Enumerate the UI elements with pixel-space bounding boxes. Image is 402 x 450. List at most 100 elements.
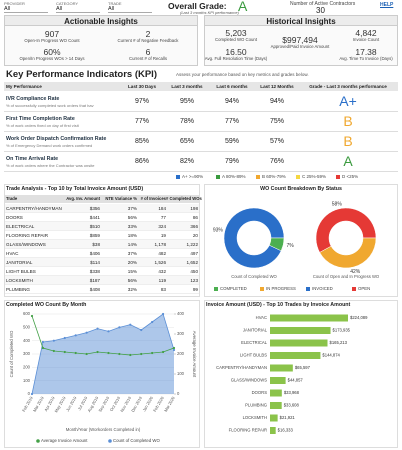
kpi-value: 86%: [134, 158, 149, 165]
trade-cell: HVAC: [6, 251, 19, 256]
trade-cell: 1,526: [154, 260, 167, 265]
trade-row: [5, 231, 199, 240]
bar-value-label: $33,968: [284, 390, 300, 395]
point: [52, 349, 55, 353]
pie-slice: [315, 207, 377, 253]
chart-panel: [204, 184, 398, 297]
insight-value: 4,842: [355, 28, 377, 38]
legend-label: B 60%-79%: [262, 174, 286, 179]
legend-swatch: [296, 175, 300, 179]
trade-row: [5, 258, 199, 267]
bar-category: GLASS/WINDOWS: [231, 378, 268, 383]
insight-value: $997,494: [282, 35, 318, 45]
x-tick-label: Jun 2019: [65, 395, 78, 412]
trade-header: NTE Variance %: [105, 196, 137, 201]
bar-category: JANITORIAL: [243, 328, 268, 333]
kpi-name: Work Order Dispatch Confirmation Rate: [6, 136, 107, 142]
y-tick-label: 400: [23, 338, 31, 343]
point: [118, 352, 121, 356]
insight-value: 16.50: [225, 47, 247, 57]
kpi-header: Grade - Last 3 months performance: [309, 84, 387, 89]
trade-cell: $187: [89, 278, 100, 283]
legend-swatch: [108, 439, 112, 443]
help-link[interactable]: HELP: [380, 2, 394, 8]
bar: [270, 327, 331, 334]
bar-value-label: $16,333: [278, 428, 294, 433]
trade-cell: $510: [89, 224, 100, 229]
point: [52, 339, 55, 342]
filter-value[interactable]: All: [4, 6, 48, 13]
bar: [270, 339, 328, 347]
legend-label: A+ >=90%: [182, 174, 204, 179]
point: [140, 328, 143, 332]
insight-label: Current # of Negative Feedback: [117, 38, 179, 43]
trade-cell: 184: [158, 206, 166, 211]
trade-row: [5, 267, 199, 276]
insight-label: Open-In Progress WO Count: [24, 38, 80, 43]
legend-label: COMPLETED: [220, 286, 247, 291]
slice-label: 58%: [332, 201, 343, 207]
chart-panel: [204, 300, 398, 448]
trade-cell: 324: [158, 224, 166, 229]
pie-label: Count of Open and In Progress WO: [313, 274, 380, 279]
overall-grade-label: Overall Grade:: [168, 1, 227, 11]
trade-cell: 20%: [127, 260, 137, 265]
chart-title: WO Count Breakdown By Status: [260, 186, 342, 192]
legend-swatch: [176, 175, 180, 179]
trade-header: # Completed WOs: [166, 196, 202, 201]
kpi-subtitle: Assess your performance based on key met…: [176, 72, 309, 77]
trade-cell: 99: [192, 287, 198, 292]
bar-value-label: $21,921: [280, 415, 296, 420]
filter-value[interactable]: All: [56, 6, 100, 13]
bar-category: FLOORING REPAIR: [229, 428, 267, 433]
legend-swatch: [214, 287, 218, 291]
bar: [270, 352, 321, 359]
trade-row: [5, 204, 199, 213]
bar-category: LIGHT BULBS: [240, 353, 267, 358]
y-tick-label: 0: [28, 391, 31, 396]
kpi-row: [4, 112, 398, 132]
trade-cell: 32%: [127, 287, 137, 292]
trade-cell: CARPENTRY/HANDYMAN: [6, 206, 62, 211]
trade-cell: 33%: [127, 224, 137, 229]
pie-slice: [319, 237, 377, 269]
bar-value-label: $65,597: [295, 365, 311, 370]
trade-cell: LIGHT BULBS: [6, 269, 36, 274]
point: [151, 351, 154, 355]
kpi-grade: B: [343, 133, 353, 149]
kpi-value: 77%: [224, 118, 239, 125]
trade-cell: 18%: [127, 233, 137, 238]
line: [31, 315, 175, 356]
filter-value[interactable]: All: [108, 6, 152, 13]
y2-axis-title: Average Invoice Amount: [192, 331, 197, 378]
trade-header-bg: [5, 195, 199, 203]
y-axis-title: Count of Completed WO: [9, 330, 14, 377]
bar-value-label: $173,935: [333, 328, 351, 333]
point: [74, 351, 77, 355]
y-tick-label: 300: [23, 351, 31, 356]
point: [161, 350, 165, 354]
kpi-value: 94%: [269, 98, 284, 105]
overall-grade-note: (Last 3 months KPI performance): [180, 10, 239, 15]
pie-slice: [223, 207, 285, 269]
bar: [270, 377, 286, 384]
kpi-value: 76%: [269, 158, 284, 165]
filter-label: PROVIDER: [4, 1, 25, 6]
insight-value: 60%: [43, 47, 61, 57]
legend-label: IN PROGRESS: [266, 286, 296, 291]
trade-cell: 19: [160, 233, 166, 238]
area: [32, 314, 174, 394]
kpi-value: 59%: [224, 138, 239, 145]
trade-row: [5, 213, 199, 222]
trade-cell: 119: [158, 278, 166, 283]
point: [172, 346, 176, 350]
trade-title: Trade Analysis - Top 10 by Total Invoice…: [6, 186, 144, 192]
trade-cell: $859: [89, 233, 100, 238]
legend-label: A 80%-89%: [222, 174, 246, 179]
kpi-name: On Time Arrival Rate: [6, 156, 59, 162]
insight-label: Avg. Time To Invoice (Days): [339, 56, 393, 61]
y-tick-label: 500: [23, 324, 31, 329]
kpi-row: [4, 92, 398, 112]
legend-swatch: [336, 175, 340, 179]
kpi-name: First Time Completion Rate: [6, 116, 75, 122]
